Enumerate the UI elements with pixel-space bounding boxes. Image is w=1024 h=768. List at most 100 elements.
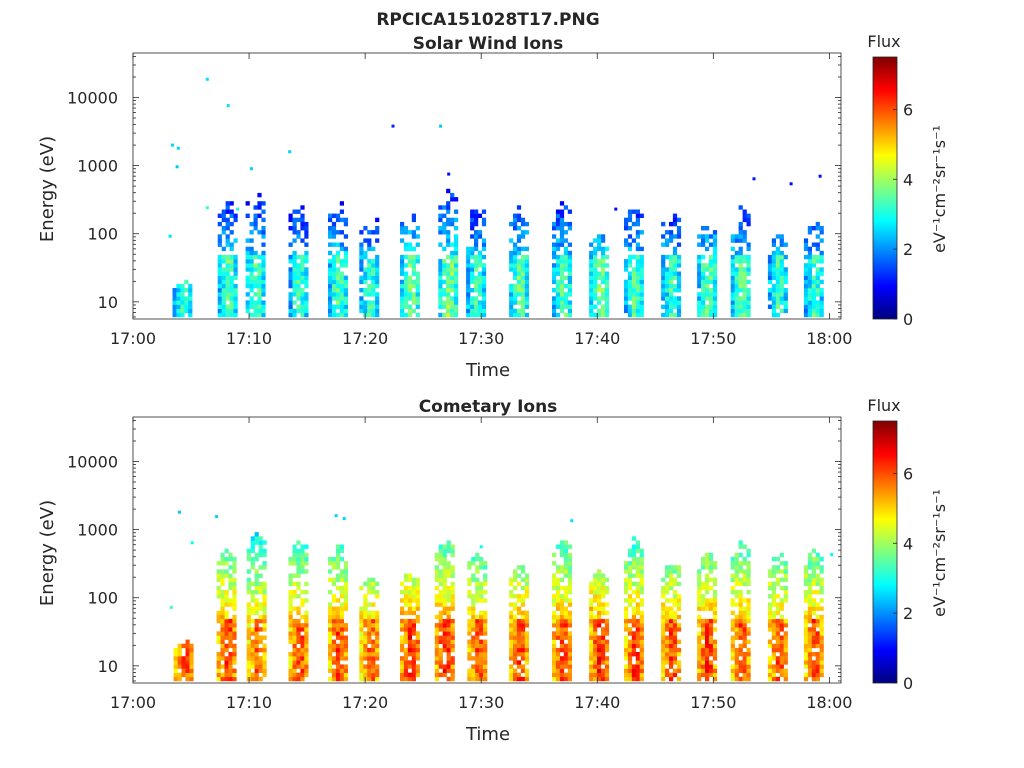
spectrogram-cell — [701, 668, 706, 673]
spectrogram-cell — [601, 279, 606, 285]
spectrogram-cell — [304, 254, 309, 260]
spectrogram-cell — [597, 606, 602, 611]
spectrogram-cell — [371, 631, 376, 636]
spectrogram-cell — [184, 304, 189, 309]
spectrogram-cell — [407, 610, 412, 616]
spectrogram-cell — [775, 250, 780, 256]
spectrogram-cell — [292, 275, 297, 280]
spectrogram-cell — [559, 540, 565, 545]
spectrogram-cell — [471, 664, 476, 669]
spectrogram-cell — [807, 556, 812, 562]
spectrogram-cell — [665, 598, 670, 603]
spectrogram-cell — [712, 242, 718, 247]
spectrogram-cell — [254, 610, 259, 616]
spectrogram-cell — [442, 561, 447, 566]
spectrogram-cell — [775, 647, 780, 653]
spectrogram-cell — [779, 254, 784, 260]
spectrogram-cell — [474, 254, 479, 260]
spectrogram-cell — [712, 656, 718, 661]
spectrogram-cell — [258, 676, 263, 682]
spectrogram-cell — [474, 279, 479, 285]
spectrogram-cell — [483, 561, 488, 566]
spectrogram-cell — [375, 664, 380, 669]
spectrogram-cell — [509, 300, 514, 305]
spectrogram-cell — [589, 660, 594, 665]
spectrogram-cell — [513, 656, 518, 661]
spectrogram-cell — [627, 668, 633, 673]
spectrogram-cell — [524, 304, 529, 309]
spectrogram-cell — [466, 304, 471, 309]
spectrogram-cell — [563, 275, 568, 280]
spectrogram-cell — [524, 676, 529, 682]
spectrogram-cell — [672, 639, 678, 644]
spectrogram-cell — [481, 238, 487, 243]
spectrogram-cell — [250, 540, 255, 545]
spectrogram-cell — [442, 267, 447, 272]
spectrogram-cell — [262, 614, 267, 620]
spectrogram-cell — [225, 308, 230, 314]
spectrogram-cell — [734, 288, 739, 293]
spectrogram-cell — [446, 234, 451, 239]
spectrogram-cell — [661, 602, 666, 607]
spectrogram-cell — [631, 647, 636, 653]
spectrogram-cell — [228, 668, 233, 673]
colorbar-title: Flux — [867, 396, 900, 415]
spectrogram-cell — [343, 304, 348, 309]
spectrogram-cell — [730, 585, 735, 591]
spectrogram-cell — [601, 647, 606, 653]
spectrogram-cell — [304, 304, 309, 309]
spectrogram-cell — [811, 598, 816, 603]
spectrogram-cell — [705, 635, 710, 640]
spectrogram-cell — [481, 300, 487, 305]
spectrogram-cell — [232, 581, 237, 587]
spectrogram-cell — [516, 288, 522, 293]
spectrogram-cell — [604, 304, 610, 309]
spectrogram-cell — [775, 631, 780, 636]
spectrogram-cell — [567, 577, 572, 582]
spectrogram-cell — [375, 672, 380, 678]
spectrogram-cell — [665, 296, 670, 301]
spectrogram-cell — [304, 610, 309, 616]
spectrogram-cell — [438, 610, 443, 616]
spectrogram-cell — [803, 565, 809, 570]
spectrogram-cell — [589, 263, 594, 268]
spectrogram-cell — [434, 668, 439, 673]
spectrogram-cell — [669, 254, 674, 260]
spectrogram-cell — [403, 585, 409, 591]
spectrogram-cell — [467, 590, 472, 595]
spectrogram-cell — [442, 618, 447, 624]
spectrogram-cell — [481, 292, 487, 297]
spectrogram-cell — [415, 652, 420, 657]
spectrogram-cell — [367, 618, 372, 624]
spectrogram-cell — [176, 312, 181, 318]
spectrogram-cell — [173, 664, 178, 669]
spectrogram-cell — [415, 581, 420, 587]
spectrogram-cell — [669, 652, 674, 657]
spectrogram-cell — [597, 577, 602, 582]
spectrogram-cell — [257, 283, 262, 289]
spectrogram-cell — [232, 614, 237, 620]
spectrogram-cell — [343, 283, 348, 289]
spectrogram-cell — [415, 606, 420, 611]
spectrogram-cell — [803, 610, 809, 616]
spectrogram-cell — [471, 635, 476, 640]
spectrogram-cell — [477, 288, 483, 293]
spectrogram-cell — [296, 254, 301, 260]
spectrogram-cell — [407, 308, 412, 314]
spectrogram-cell — [738, 250, 743, 256]
spectrogram-cell — [672, 652, 678, 657]
spectrogram-cell — [563, 660, 568, 665]
spectrogram-cell — [474, 288, 479, 293]
spectrogram-cell — [304, 668, 309, 673]
spectrogram-cell — [516, 246, 522, 252]
spectrogram-cell — [563, 664, 568, 669]
spectrogram-cell — [483, 647, 488, 653]
spectrogram-cell — [245, 292, 250, 297]
spectrogram-cell — [516, 594, 522, 599]
spectrogram-cell — [450, 544, 455, 549]
spectrogram-cell — [363, 594, 368, 599]
spectrogram-cell — [481, 308, 487, 314]
spectrogram-cell — [339, 647, 344, 653]
spectrogram-cell — [232, 606, 237, 611]
spectrogram-cell — [807, 610, 812, 616]
